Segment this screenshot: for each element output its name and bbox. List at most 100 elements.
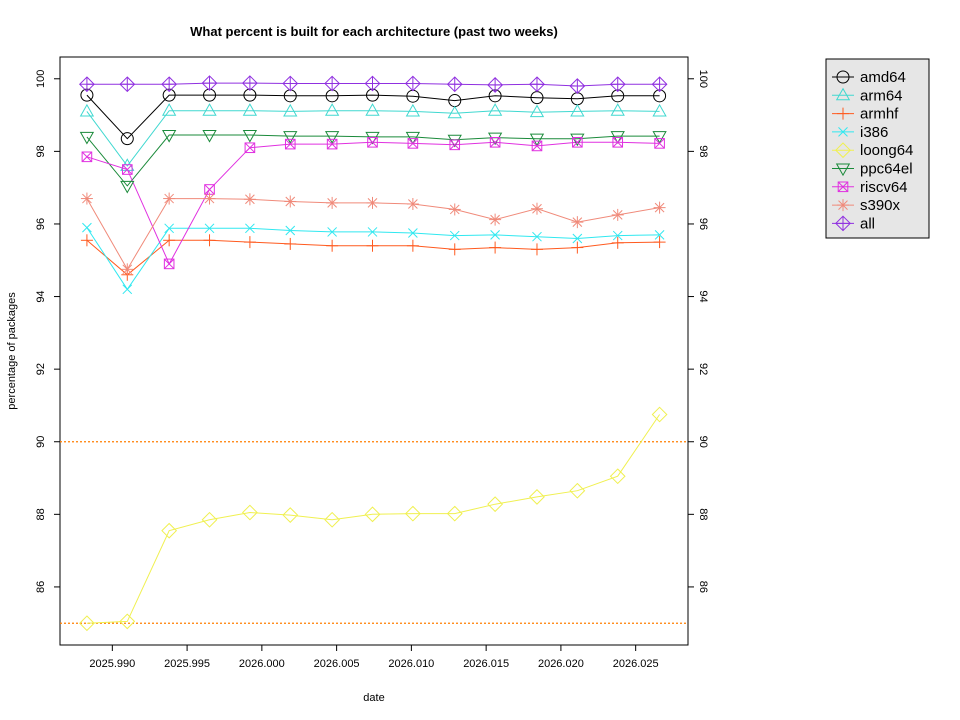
- data-point-armhf: [611, 236, 624, 249]
- data-point-s390x: [448, 203, 461, 216]
- data-point-ppc64el: [161, 130, 177, 143]
- data-point-arm64: [161, 103, 177, 116]
- data-point-all: [201, 75, 218, 92]
- data-point-riscv64: [121, 164, 133, 175]
- data-point-arm64: [324, 103, 340, 116]
- data-point-ppc64el: [447, 134, 462, 148]
- data-point-armhf: [448, 243, 461, 256]
- y-tick-label-left: 96: [35, 218, 47, 230]
- data-point-all: [487, 77, 504, 93]
- legend-label-all: all: [860, 215, 875, 232]
- data-point-armhf: [530, 243, 543, 256]
- data-point-armhf: [243, 236, 256, 249]
- data-point-i386: [490, 229, 500, 240]
- data-point-armhf: [366, 239, 379, 252]
- data-point-all: [446, 76, 463, 93]
- data-point-loong64: [324, 511, 341, 528]
- data-point-armhf: [203, 234, 216, 247]
- data-point-i386: [367, 227, 378, 237]
- y-tick-label-right: 86: [697, 581, 709, 593]
- data-point-i386: [612, 230, 623, 241]
- x-tick-label: 2026.025: [613, 658, 659, 670]
- data-point-i386: [82, 222, 92, 233]
- data-point-ppc64el: [120, 180, 135, 194]
- x-tick-label: 2025.990: [89, 658, 135, 670]
- data-point-s390x: [406, 198, 419, 210]
- data-point-loong64: [201, 511, 218, 528]
- x-tick-label: 2025.995: [164, 658, 210, 670]
- data-point-arm64: [610, 103, 625, 116]
- x-tick-label: 2026.010: [388, 658, 434, 670]
- data-point-ppc64el: [324, 131, 340, 144]
- data-point-riscv64: [284, 138, 296, 150]
- y-tick-label-left: 86: [35, 581, 47, 593]
- data-point-riscv64: [407, 138, 419, 149]
- legend-marker-loong64: [835, 142, 851, 159]
- data-point-arm64: [405, 103, 421, 117]
- data-point-riscv64: [612, 136, 624, 148]
- x-tick-label: 2026.020: [538, 658, 584, 670]
- data-point-s390x: [163, 192, 176, 205]
- data-point-s390x: [530, 202, 543, 215]
- data-point-arm64: [283, 103, 298, 117]
- data-point-i386: [532, 231, 542, 242]
- data-point-all: [282, 75, 299, 92]
- y-tick-label-left: 92: [35, 363, 47, 375]
- data-point-arm64: [487, 103, 503, 116]
- data-point-riscv64: [654, 138, 665, 149]
- data-point-all: [651, 76, 668, 93]
- legend-label-ppc64el: ppc64el: [860, 161, 913, 178]
- y-tick-label-left: 90: [35, 436, 47, 448]
- legend-marker-armhf: [837, 107, 849, 120]
- data-point-i386: [164, 223, 175, 234]
- series-line-i386: [86, 227, 660, 291]
- data-point-all: [569, 78, 586, 94]
- y-tick-label-left: 98: [35, 145, 47, 157]
- data-point-i386: [204, 223, 215, 234]
- legend-label-riscv64: riscv64: [860, 179, 908, 196]
- data-point-s390x: [121, 263, 134, 276]
- chart-title: What percent is built for each architect…: [190, 24, 558, 39]
- series-line-loong64: [86, 414, 661, 624]
- legend-marker-i386: [838, 127, 848, 137]
- y-tick-label-right: 88: [697, 508, 709, 520]
- data-point-loong64: [161, 522, 178, 539]
- data-point-all: [324, 75, 341, 92]
- legend-marker-amd64: [836, 70, 850, 84]
- data-point-armhf: [326, 239, 339, 252]
- data-point-ppc64el: [652, 131, 667, 144]
- data-point-arm64: [202, 103, 217, 116]
- data-point-ppc64el: [79, 131, 95, 145]
- data-point-i386: [408, 228, 418, 238]
- legend-label-loong64: loong64: [860, 142, 913, 159]
- data-point-i386: [449, 230, 460, 241]
- data-point-riscv64: [572, 136, 583, 148]
- data-point-i386: [572, 233, 583, 244]
- y-tick-label-right: 96: [697, 218, 709, 230]
- y-tick-label-left: 88: [35, 508, 47, 520]
- data-point-armhf: [406, 239, 419, 252]
- y-axis-label: percentage of packages: [6, 292, 18, 410]
- data-point-s390x: [284, 195, 297, 208]
- legend-marker-all: [835, 215, 851, 232]
- y-tick-label-left: 94: [35, 290, 47, 302]
- data-point-all: [529, 76, 545, 93]
- series-line-ppc64el: [86, 134, 660, 187]
- y-tick-label-right: 90: [697, 436, 709, 448]
- data-point-arm64: [570, 103, 585, 117]
- data-point-riscv64: [489, 136, 501, 148]
- legend-label-armhf: armhf: [860, 106, 899, 123]
- data-point-all: [241, 75, 258, 92]
- data-point-loong64: [404, 505, 421, 522]
- data-point-all: [79, 76, 95, 93]
- data-point-riscv64: [81, 151, 93, 163]
- x-tick-label: 2026.000: [239, 658, 285, 670]
- x-tick-label: 2026.015: [463, 658, 509, 670]
- data-point-s390x: [366, 196, 379, 209]
- data-point-riscv64: [449, 139, 461, 151]
- y-tick-label-left: 100: [35, 70, 47, 88]
- legend-label-amd64: amd64: [860, 69, 906, 86]
- data-point-arm64: [529, 104, 545, 118]
- data-point-loong64: [79, 615, 95, 632]
